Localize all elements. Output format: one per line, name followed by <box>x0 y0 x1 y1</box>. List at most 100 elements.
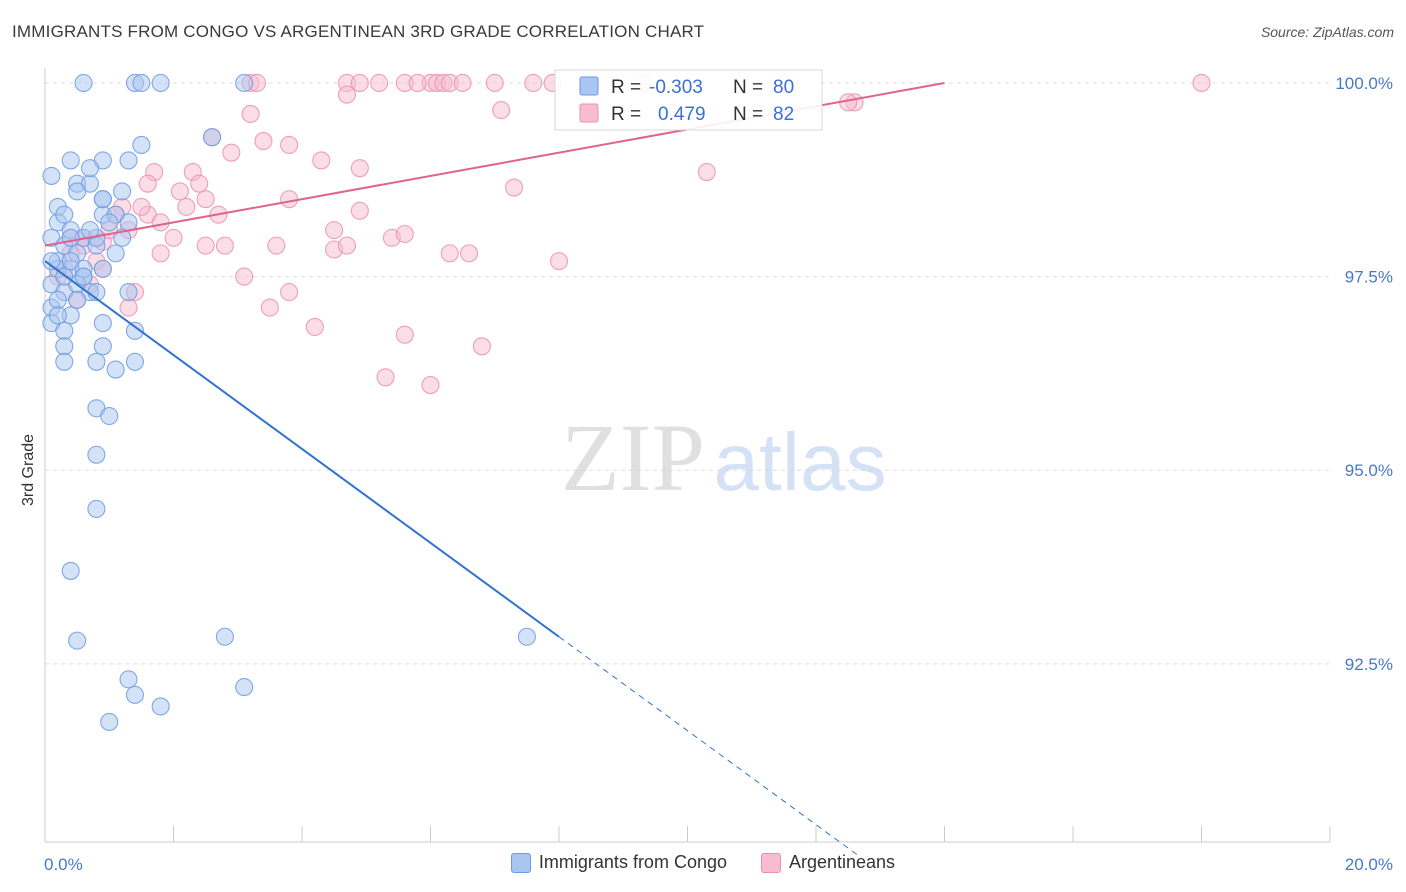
argentineans-point-2 <box>350 73 369 93</box>
congo-point-18 <box>119 213 138 232</box>
congo-point-74 <box>74 267 93 286</box>
watermark-zip: ZIP <box>561 404 705 511</box>
stats-legend-box <box>554 69 823 131</box>
argentineans-point-10 <box>485 73 504 93</box>
congo-point-3 <box>235 73 254 93</box>
argentineans-point-45 <box>151 213 170 232</box>
congo-point-54 <box>235 678 254 697</box>
congo-point-69 <box>93 190 112 209</box>
tick-labels: 100.0% 97.5% 95.0% 92.5% 0.0% 20.0% <box>44 74 1393 874</box>
argentineans-point-62 <box>280 283 299 302</box>
congo-point-11 <box>132 135 151 154</box>
congo-point-76 <box>48 306 67 325</box>
congo-point-61 <box>61 228 80 247</box>
argentineans-point-3 <box>370 73 389 93</box>
congo-point-48 <box>68 631 87 650</box>
legend-label-argentineans: Argentineans <box>788 852 896 872</box>
argentineans-point-56 <box>440 244 459 263</box>
y-tick-label-3: 92.5% <box>1345 655 1393 674</box>
source-label: Source: ZipAtlas.com <box>1260 24 1394 40</box>
congo-point-42 <box>106 360 125 379</box>
congo-point-34 <box>55 321 74 340</box>
chart-title: IMMIGRANTS FROM CONGO VS ARGENTINEAN 3RD… <box>12 22 705 41</box>
congo-point-55 <box>100 712 119 732</box>
legend-item-argentineans[interactable]: Argentineans <box>760 852 896 873</box>
argentineans-point-51 <box>196 236 215 255</box>
stats-r-label-congo: R = <box>611 77 641 98</box>
congo-point-51 <box>119 670 138 689</box>
y-tick-label-0: 100.0% <box>1335 74 1393 93</box>
congo-point-77 <box>68 182 87 201</box>
stats-swatch-congo <box>579 76 599 96</box>
argentineans-point-25 <box>280 135 299 154</box>
congo-point-53 <box>151 697 170 716</box>
congo-point-44 <box>100 406 119 426</box>
argentineans-point-35 <box>504 178 524 197</box>
argentineans-point-20 <box>337 85 357 104</box>
congo-point-79 <box>113 182 132 201</box>
congo-point-52 <box>125 685 144 704</box>
congo-point-2 <box>151 73 170 93</box>
argentineans-point-24 <box>254 132 273 151</box>
argentineans-point-33 <box>170 182 189 201</box>
argentineans-point-55 <box>337 236 357 255</box>
grid-lines <box>45 82 1330 665</box>
congo-point-38 <box>93 337 112 356</box>
argentineans-point-64 <box>119 298 138 317</box>
congo-point-46 <box>87 499 106 519</box>
argentineans-point-66 <box>305 317 324 337</box>
argentineans-point-80 <box>132 197 151 216</box>
stats-r-value-congo: -0.303 <box>649 77 703 98</box>
congo-point-26 <box>93 259 112 278</box>
x-tick-label-0: 0.0% <box>44 855 83 874</box>
argentineans-point-67 <box>395 325 414 344</box>
congo-point-40 <box>125 352 144 371</box>
argentineans-point-70 <box>421 375 440 395</box>
argentineans-point-30 <box>350 159 369 178</box>
congo-point-5 <box>42 166 61 185</box>
congo-point-35 <box>93 314 112 333</box>
argentineans-point-59 <box>151 244 170 263</box>
congo-point-4 <box>132 73 151 93</box>
argentineans-point-46 <box>325 221 344 240</box>
argentineans-point-69 <box>376 368 395 387</box>
congo-point-56 <box>203 128 222 147</box>
stats-n-label-congo: N = <box>733 77 763 98</box>
argentineans-point-65 <box>260 298 279 317</box>
argentineans-point-44 <box>164 228 183 247</box>
argentineans-point-34 <box>190 174 209 193</box>
congo-point-60 <box>119 283 138 302</box>
stats-n-value-argentineans: 82 <box>773 104 794 125</box>
stats-r-value-argentineans: 0.479 <box>658 104 706 125</box>
watermark: ZIP atlas <box>561 404 887 511</box>
argentineans-point-38 <box>280 190 299 209</box>
argentineans-point-48 <box>395 224 414 244</box>
stats-swatch-argentineans <box>579 103 599 123</box>
y-tick-label-1: 97.5% <box>1345 268 1393 287</box>
series-immigrants-from-congo <box>42 73 536 732</box>
argentineans-point-57 <box>459 244 479 263</box>
watermark-atlas: atlas <box>713 417 886 508</box>
congo-point-75 <box>100 213 119 232</box>
argentineans-point-32 <box>138 174 157 193</box>
congo-point-45 <box>87 445 106 464</box>
congo-point-66 <box>80 159 100 178</box>
trend-line-congo <box>44 260 560 638</box>
stats-n-label-argentineans: N = <box>733 104 763 125</box>
congo-point-6 <box>61 151 80 170</box>
argentineans-point-14 <box>1192 73 1211 93</box>
argentineans-point-58 <box>549 252 569 271</box>
congo-point-47 <box>61 561 80 580</box>
congo-point-65 <box>68 290 87 309</box>
legend-item-congo[interactable]: Immigrants from Congo <box>510 852 727 873</box>
congo-point-41 <box>55 352 74 371</box>
x-tick-label-1: 20.0% <box>1345 855 1393 874</box>
argentineans-point-26 <box>312 151 331 170</box>
axes <box>44 68 1331 843</box>
argentineans-point-53 <box>267 236 286 255</box>
stats-n-value-congo: 80 <box>773 77 794 98</box>
legend-swatch-argentineans <box>760 852 781 873</box>
argentineans-point-27 <box>222 143 241 162</box>
y-axis-label: 3rd Grade <box>20 434 37 506</box>
